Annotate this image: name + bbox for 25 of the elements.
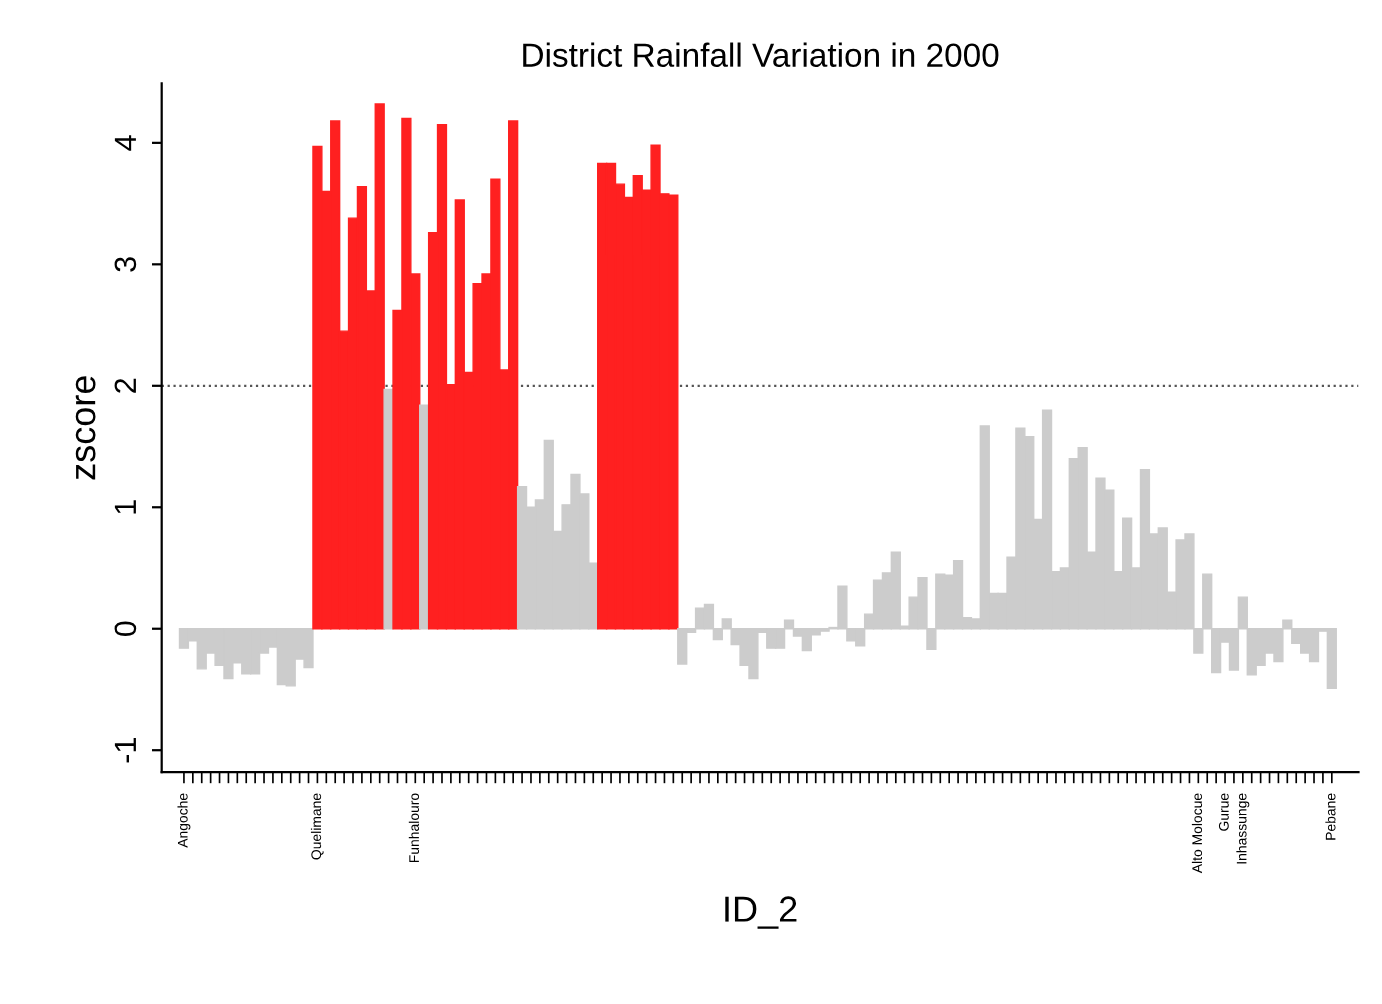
bar: [1041, 409, 1053, 630]
bar: [1308, 628, 1320, 663]
bar: [979, 425, 990, 630]
bar: [774, 628, 786, 649]
y-tick-label: 0: [114, 621, 137, 637]
bar: [436, 123, 448, 630]
y-tick-label: 1: [114, 500, 136, 514]
bar: [454, 199, 465, 630]
y-tick-label: -1: [114, 738, 136, 763]
bar: [890, 551, 901, 630]
bar: [178, 628, 190, 649]
y-tick-label: 4: [114, 135, 136, 151]
bar: [677, 628, 688, 665]
bar: [1157, 527, 1168, 630]
bar: [952, 560, 964, 630]
bar: [356, 185, 368, 630]
bar: [1326, 628, 1337, 689]
chart-title: District Rainfall Variation in 2000: [523, 42, 999, 67]
x-axis-title: ID_2: [725, 896, 797, 929]
y-axis-title: zscore: [75, 376, 96, 480]
bar: [1139, 468, 1151, 630]
y-tick-label: 3: [114, 257, 137, 272]
bar: [249, 628, 261, 675]
y-tick-label: 2: [114, 378, 136, 393]
bar: [543, 439, 554, 630]
